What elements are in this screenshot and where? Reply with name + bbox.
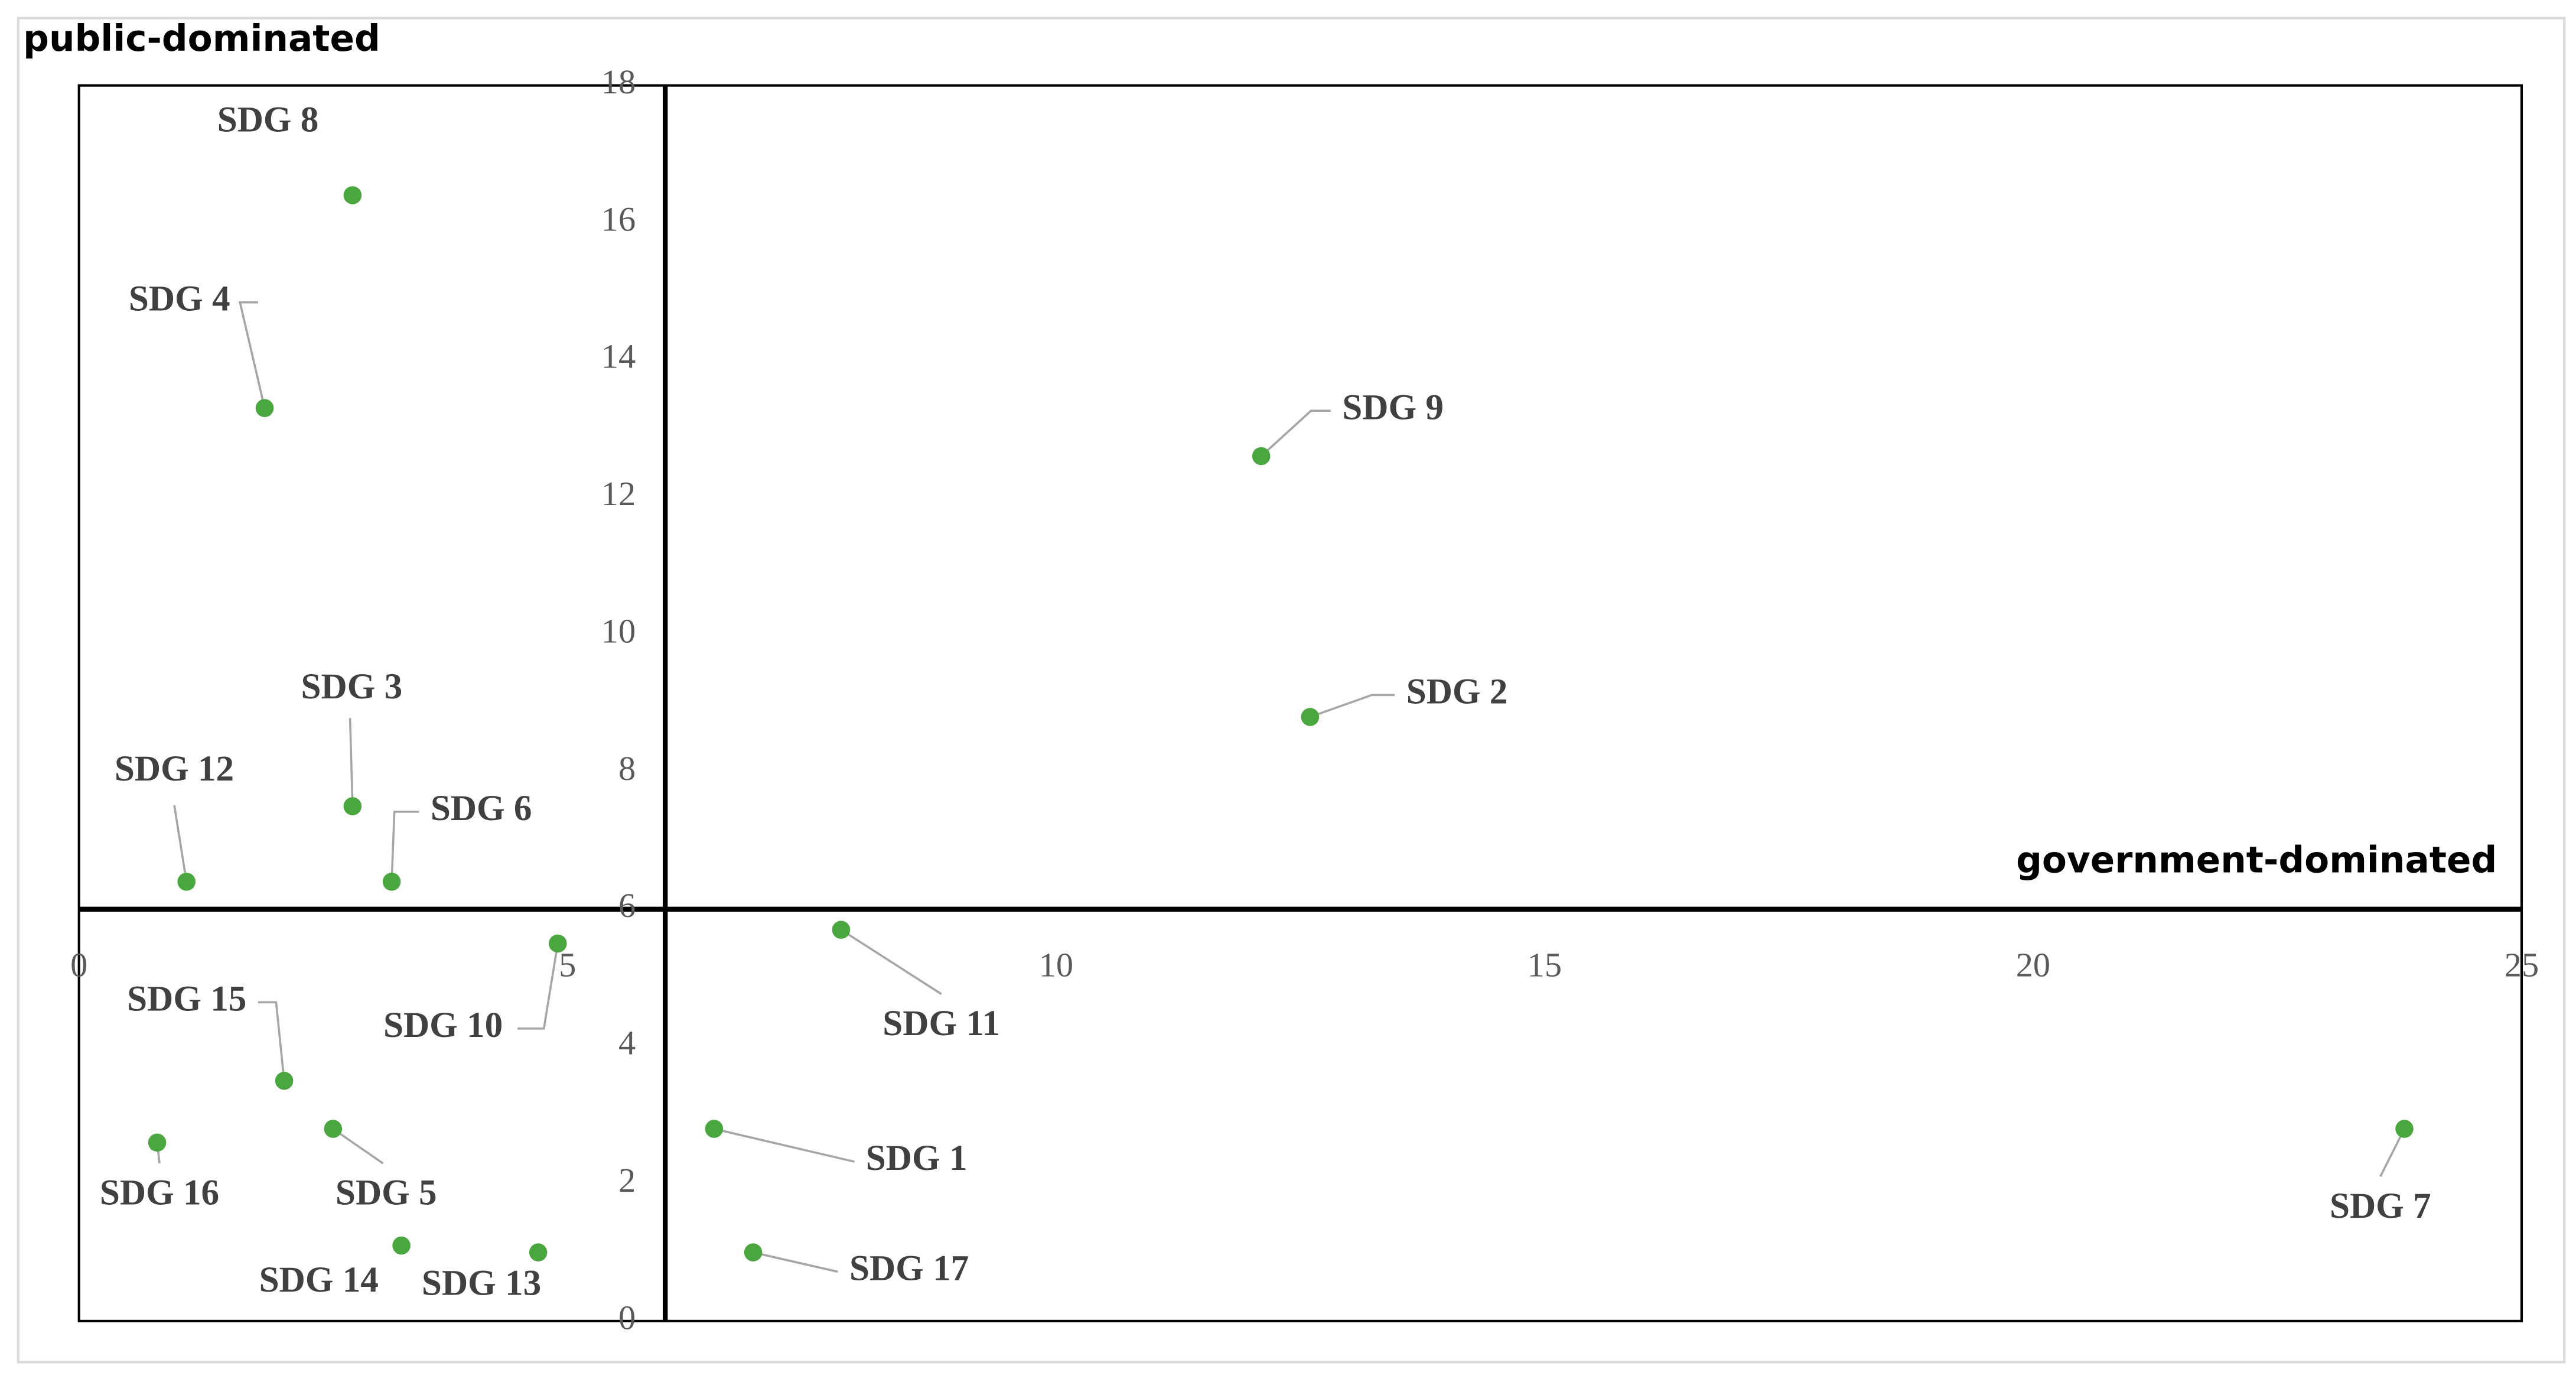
- x-tick-label: 25: [2505, 945, 2539, 984]
- point: [343, 186, 362, 204]
- x-tick-label: 5: [559, 945, 576, 984]
- x-tick-label: 15: [1528, 945, 1562, 984]
- point: [255, 399, 274, 417]
- point-label: SDG 2: [1406, 671, 1508, 711]
- point: [343, 797, 362, 815]
- y-tick-label: 6: [618, 886, 636, 925]
- leader-line: [332, 1128, 384, 1165]
- y-tick-label: 14: [601, 337, 636, 376]
- y-tick-label: 8: [618, 749, 636, 788]
- point: [529, 1243, 548, 1261]
- point-label: SDG 7: [2330, 1186, 2431, 1226]
- quadrant-label: government-dominated: [2016, 840, 2497, 882]
- point-label: SDG 17: [849, 1248, 969, 1288]
- point-label: SDG 3: [301, 666, 403, 707]
- y-tick-label: 12: [601, 474, 636, 513]
- leader-line: [840, 929, 942, 995]
- point-label: SDG 15: [127, 978, 246, 1019]
- point: [392, 1236, 411, 1255]
- leader-line: [173, 805, 188, 882]
- x-tick-label: 0: [70, 945, 87, 984]
- y-tick-label: 18: [601, 63, 636, 101]
- point: [177, 873, 196, 891]
- y-tick-label: 2: [618, 1161, 636, 1199]
- point-label: SDG 13: [422, 1263, 541, 1303]
- leader-line: [753, 1251, 838, 1273]
- x-tick-label: 10: [1039, 945, 1073, 984]
- point: [744, 1243, 763, 1261]
- leader-line: [517, 943, 559, 1030]
- x-tick-label: 20: [2016, 945, 2050, 984]
- leader-line: [1310, 694, 1395, 718]
- point-label: SDG 9: [1342, 387, 1444, 427]
- leader-line: [390, 810, 419, 882]
- point: [548, 934, 567, 953]
- point-label: SDG 11: [882, 1003, 1000, 1043]
- leader-line: [238, 301, 266, 409]
- y-tick-label: 0: [618, 1298, 636, 1337]
- point: [2395, 1120, 2414, 1138]
- chart-border: [17, 17, 2566, 1364]
- point-label: SDG 10: [383, 1005, 503, 1045]
- y-tick-label: 4: [618, 1024, 636, 1062]
- y-tick-label: 16: [601, 200, 636, 238]
- leader-line: [349, 718, 354, 807]
- point-label: SDG 1: [866, 1138, 968, 1178]
- point: [705, 1120, 724, 1138]
- point-label: SDG 5: [336, 1173, 437, 1213]
- point-label: SDG 8: [217, 100, 319, 140]
- point-label: SDG 6: [431, 788, 532, 828]
- leader-line: [714, 1127, 855, 1163]
- point: [148, 1133, 167, 1152]
- point-label: SDG 4: [129, 279, 230, 319]
- plot-frame: [77, 84, 2523, 1322]
- quadrant-label: public-dominated: [23, 18, 380, 60]
- point-label: SDG 16: [100, 1173, 219, 1213]
- point: [832, 921, 851, 939]
- y-tick-label: 10: [601, 612, 636, 650]
- point-label: SDG 12: [115, 749, 234, 789]
- point-label: SDG 14: [259, 1260, 379, 1300]
- point: [382, 873, 401, 891]
- point: [275, 1071, 294, 1090]
- point: [1252, 447, 1271, 466]
- point: [1301, 708, 1320, 726]
- leader-line: [258, 1001, 285, 1081]
- point: [324, 1120, 343, 1138]
- leader-line: [1260, 409, 1331, 457]
